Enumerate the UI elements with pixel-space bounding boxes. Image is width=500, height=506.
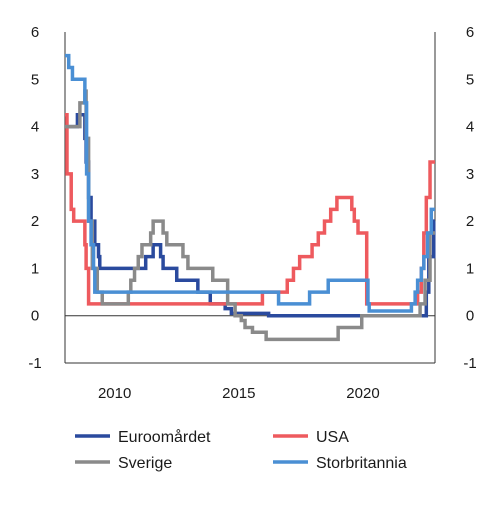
- y-tick-label-right: 0: [466, 308, 474, 325]
- y-tick-label-right: 3: [466, 166, 474, 183]
- y-tick-label-left: 2: [31, 213, 39, 230]
- y-tick-label-right: 5: [466, 71, 474, 88]
- series-line-usa: [65, 113, 435, 306]
- series-line-storbritannia: [65, 53, 435, 313]
- y-tick-label-left: 6: [31, 24, 39, 41]
- legend-label: Sverige: [118, 455, 172, 472]
- y-tick-label-left: 1: [31, 260, 39, 277]
- legend: Euroomårdet USA Sverige Storbritannia: [75, 428, 407, 472]
- series-line-sverige: [65, 89, 435, 342]
- legend-label: Storbritannia: [316, 455, 407, 472]
- y-tick-label-right: -1: [463, 355, 476, 372]
- series-line-euroom-rdet: [65, 113, 436, 318]
- legend-item: USA: [273, 429, 349, 446]
- left-tick-labels: -1 0 1 2 3 4 5 6: [28, 24, 41, 372]
- legend-label: Euroomårdet: [118, 428, 211, 446]
- y-tick-label-right: 1: [466, 260, 474, 277]
- y-tick-label-left: 4: [31, 119, 39, 136]
- series-lines: [65, 53, 436, 342]
- y-tick-label-right: 2: [466, 213, 474, 230]
- x-tick-labels: 2010 2015 2020: [98, 385, 380, 402]
- x-tick-label: 2020: [346, 385, 379, 402]
- y-tick-label-left: 0: [31, 308, 39, 325]
- x-tick-label: 2015: [222, 385, 255, 402]
- x-tick-label: 2010: [98, 385, 131, 402]
- legend-item: Sverige: [75, 455, 172, 472]
- right-tick-labels: -1 0 1 2 3 4 5 6: [463, 24, 476, 372]
- y-tick-label-right: 4: [466, 119, 474, 136]
- legend-item: Euroomårdet: [75, 428, 211, 446]
- legend-item: Storbritannia: [273, 455, 407, 472]
- y-tick-label-right: 6: [466, 24, 474, 41]
- y-tick-label-left: 5: [31, 71, 39, 88]
- legend-label: USA: [316, 429, 349, 446]
- y-tick-label-left: 3: [31, 166, 39, 183]
- y-tick-label-left: -1: [28, 355, 41, 372]
